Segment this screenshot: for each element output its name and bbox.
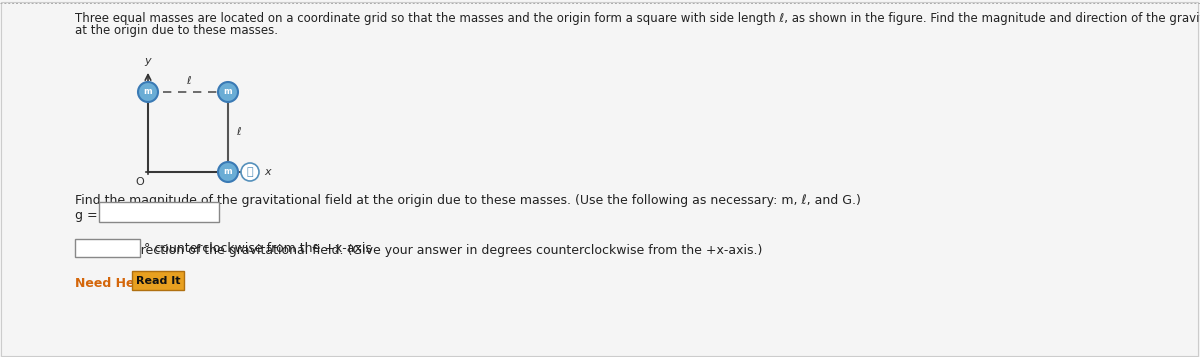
Text: Read It: Read It bbox=[136, 276, 180, 286]
Text: O: O bbox=[136, 177, 144, 187]
Text: ℓ: ℓ bbox=[186, 76, 191, 86]
Text: at the origin due to these masses.: at the origin due to these masses. bbox=[74, 24, 278, 37]
Text: ℓ: ℓ bbox=[236, 127, 241, 137]
Text: m: m bbox=[223, 167, 233, 176]
Circle shape bbox=[218, 162, 238, 182]
Text: m: m bbox=[144, 87, 152, 96]
Circle shape bbox=[218, 82, 238, 102]
Text: x: x bbox=[264, 167, 271, 177]
Text: ⓘ: ⓘ bbox=[247, 167, 253, 177]
Text: Need Help?: Need Help? bbox=[74, 277, 155, 290]
Text: Find the direction of the gravitational field. (Give your answer in degrees coun: Find the direction of the gravitational … bbox=[74, 244, 762, 257]
Text: ° counterclockwise from the +x-axis: ° counterclockwise from the +x-axis bbox=[144, 241, 372, 255]
Text: Find the magnitude of the gravitational field at the origin due to these masses.: Find the magnitude of the gravitational … bbox=[74, 194, 860, 207]
Text: g =: g = bbox=[74, 209, 97, 222]
Circle shape bbox=[241, 163, 259, 181]
Text: m: m bbox=[223, 87, 233, 96]
Circle shape bbox=[138, 82, 158, 102]
FancyBboxPatch shape bbox=[98, 202, 220, 222]
FancyBboxPatch shape bbox=[74, 239, 140, 257]
Text: Three equal masses are located on a coordinate grid so that the masses and the o: Three equal masses are located on a coor… bbox=[74, 12, 1200, 25]
Text: y: y bbox=[145, 56, 151, 66]
FancyBboxPatch shape bbox=[132, 271, 184, 290]
